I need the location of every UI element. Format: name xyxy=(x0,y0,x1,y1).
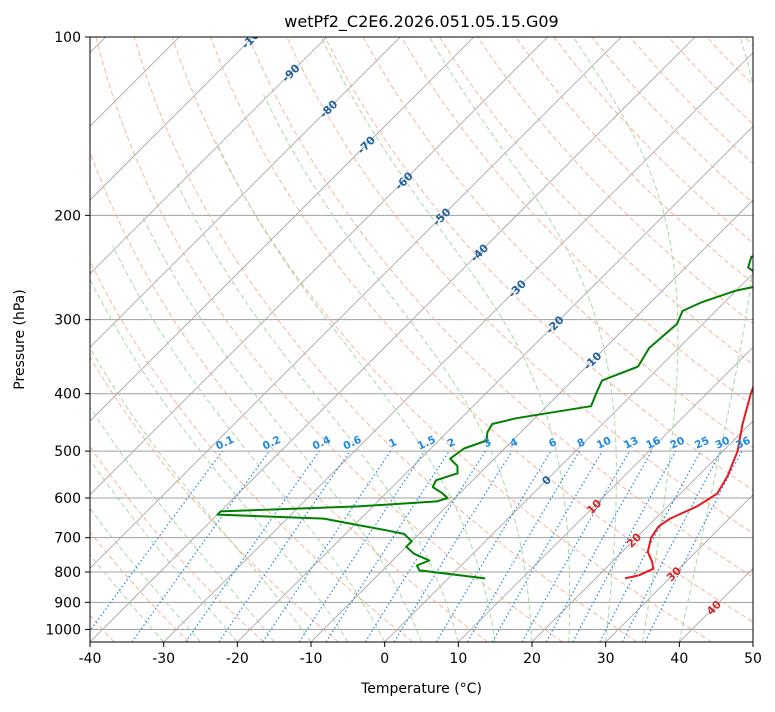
dry-adiabat-label: 30 xyxy=(664,564,684,584)
y-tick-label: 300 xyxy=(54,313,81,329)
isotherm-line xyxy=(0,37,474,642)
mixing-ratio-label: 2 xyxy=(446,436,458,450)
x-tick-label: -30 xyxy=(152,651,175,667)
mixing-ratio-label: 1.5 xyxy=(416,434,438,453)
dry-adiabat-label: -10 xyxy=(581,349,604,372)
dry-adiabat-label: -30 xyxy=(506,277,529,300)
moist-adiabat-line xyxy=(63,297,311,642)
mixing-ratio-label: 0.4 xyxy=(311,434,333,453)
isotherm-line xyxy=(0,37,548,642)
mixing-ratio-label: 25 xyxy=(693,435,711,452)
isotherm-line xyxy=(237,37,775,642)
mixing-ratio-line xyxy=(219,451,350,642)
dry-adiabat-label: -50 xyxy=(430,205,453,228)
x-tick-label: 50 xyxy=(744,651,762,667)
mixing-ratio-label: 0.6 xyxy=(341,434,363,453)
dry-adiabat-label: 10 xyxy=(584,497,604,517)
moist-adiabat-line xyxy=(0,363,200,642)
dry-adiabat-line xyxy=(172,37,711,642)
x-tick-label: 20 xyxy=(523,651,541,667)
dry-adiabat-label: 20 xyxy=(624,530,644,550)
mixing-ratio-line xyxy=(326,451,449,642)
dry-adiabat-line xyxy=(20,37,413,642)
dry-adiabat-line xyxy=(0,37,264,642)
y-axis-label: Pressure (hPa) xyxy=(12,289,28,389)
y-tick-label: 700 xyxy=(54,531,81,547)
mixing-ratio-label: 8 xyxy=(575,436,587,450)
mixing-ratio-label: 13 xyxy=(622,435,640,452)
dry-adiabat-line xyxy=(0,37,338,642)
mixing-ratio-label: 16 xyxy=(644,435,662,452)
mixing-ratio-label: 30 xyxy=(713,435,731,452)
y-tick-label: 800 xyxy=(54,565,81,581)
x-tick-label: 30 xyxy=(597,651,615,667)
moist-adiabat-line xyxy=(264,94,533,642)
y-tick-label: 100 xyxy=(54,30,81,46)
dry-adiabat-label: -40 xyxy=(468,241,491,264)
moist-adiabat-line xyxy=(176,181,458,642)
mixing-ratio-label: 3 xyxy=(482,436,494,450)
dry-adiabat-line xyxy=(592,37,775,642)
y-tick-label: 600 xyxy=(54,491,81,507)
dry-adiabat-line xyxy=(0,37,189,642)
chart-title: wetPf2_C2E6.2026.051.05.15.G09 xyxy=(284,12,558,32)
x-tick-label: 40 xyxy=(670,651,688,667)
plot-frame xyxy=(90,37,753,642)
isotherm-line xyxy=(385,37,775,642)
isotherm-line xyxy=(16,37,621,642)
moist-adiabat-line xyxy=(41,320,274,642)
dry-adiabat-line xyxy=(707,37,775,642)
x-tick-label: 10 xyxy=(449,651,467,667)
isotherm-line xyxy=(0,37,400,642)
moist-adiabat-line xyxy=(573,37,678,642)
mixing-ratio-label: 4 xyxy=(508,436,520,450)
mixing-ratio-label: 0.1 xyxy=(214,434,236,453)
moist-adiabat-line xyxy=(679,37,760,642)
x-tick-label: -40 xyxy=(79,651,102,667)
dry-adiabat-line xyxy=(134,37,637,642)
isotherm-line xyxy=(90,37,695,642)
dry-adiabat-line xyxy=(668,37,775,642)
x-tick-label: -10 xyxy=(300,651,323,667)
mixing-ratio-line xyxy=(436,451,551,642)
mixing-ratio-line xyxy=(82,451,223,642)
dry-adiabat-label: -90 xyxy=(279,61,302,84)
isotherm-line xyxy=(311,37,775,642)
y-tick-label: 900 xyxy=(54,595,81,611)
mixing-ratio-line xyxy=(600,451,701,642)
dry-adiabat-label: 40 xyxy=(704,598,724,618)
dry-adiabat-line xyxy=(516,37,775,642)
moist-adiabat-line xyxy=(216,141,496,642)
mixing-ratio-line xyxy=(468,451,580,642)
dry-adiabat-line xyxy=(745,37,775,642)
isotherm-line xyxy=(0,37,327,642)
y-tick-label: 200 xyxy=(54,208,81,224)
mixing-ratio-label: 1 xyxy=(387,436,399,450)
isotherm-line xyxy=(458,37,775,642)
x-tick-label: 0 xyxy=(380,651,389,667)
x-tick-label: -20 xyxy=(226,651,249,667)
mixing-ratio-line xyxy=(573,451,676,642)
y-tick-label: 400 xyxy=(54,387,81,403)
y-tick-label: 1000 xyxy=(45,622,81,638)
y-tick-label: 500 xyxy=(54,444,81,460)
dry-adiabat-label: -60 xyxy=(393,169,416,192)
isotherm-line xyxy=(0,37,253,642)
dry-adiabat-label: -70 xyxy=(355,133,378,156)
mixing-ratio-label: 6 xyxy=(547,436,559,450)
mixing-ratio-label: 0.2 xyxy=(261,434,283,453)
isotherm-line xyxy=(753,37,775,642)
dry-adiabat-label: -80 xyxy=(317,97,340,120)
moist-adiabat-line xyxy=(19,340,237,642)
isotherm-line xyxy=(679,37,775,642)
dry-adiabat-label: -20 xyxy=(543,313,566,336)
x-axis-label: Temperature (°C) xyxy=(360,681,482,697)
mixing-ratio-label: 10 xyxy=(595,435,613,452)
